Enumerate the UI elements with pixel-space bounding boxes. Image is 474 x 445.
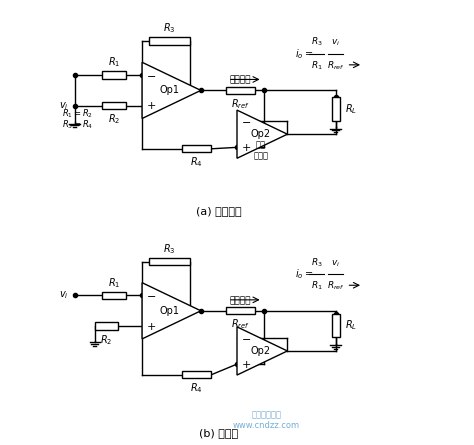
Text: $R_{ref}$: $R_{ref}$ [327,280,345,292]
Text: $R_2$: $R_2$ [100,333,113,347]
Bar [95,323,118,330]
Text: $+$: $+$ [241,359,251,370]
Text: (a) 非反转型: (a) 非反转型 [196,206,242,216]
Text: 基准电阻: 基准电阻 [230,76,251,85]
Text: $R_3$: $R_3$ [311,256,322,269]
Text: (b) 反转型: (b) 反转型 [199,428,238,438]
Text: $-$: $-$ [146,291,156,300]
Text: $+$: $+$ [241,142,251,153]
Text: $+$: $+$ [146,321,156,332]
Text: $R_3$: $R_3$ [163,21,176,35]
Text: $v_i$: $v_i$ [59,100,69,112]
Text: www.cndzz.com: www.cndzz.com [233,421,300,430]
Bar [182,145,211,153]
Text: 电压
跟随器: 电压 跟随器 [253,141,268,160]
Text: $R_{ref}$: $R_{ref}$ [231,97,250,111]
Bar [226,87,255,94]
Text: $R_4$: $R_4$ [191,381,203,395]
Text: $R_1$: $R_1$ [310,59,322,72]
Bar [102,292,126,299]
Polygon shape [142,62,201,118]
Text: $R_1$: $R_1$ [108,276,120,290]
Text: $R_1$: $R_1$ [310,280,322,292]
Text: Op1: Op1 [159,306,180,316]
Text: $R_3=R_4$: $R_3=R_4$ [62,118,93,131]
Text: $R_L$: $R_L$ [345,319,357,332]
Text: Op2: Op2 [251,129,271,139]
Text: $v_i$: $v_i$ [331,38,340,49]
Text: $R_3$: $R_3$ [163,242,176,256]
Text: $R_{ref}$: $R_{ref}$ [327,59,345,72]
Polygon shape [237,110,287,158]
Text: $R_{ref}$: $R_{ref}$ [231,317,250,331]
Text: Op2: Op2 [251,346,271,356]
Text: 电子电路图站: 电子电路图站 [251,410,281,419]
Text: $v_i$: $v_i$ [59,290,69,301]
Text: $-$: $-$ [241,333,251,343]
Text: Op1: Op1 [159,85,180,95]
Bar [149,258,190,265]
Bar [102,102,126,109]
Bar [226,307,255,315]
Text: $i_o=$: $i_o=$ [295,47,314,61]
Bar [331,314,339,337]
Text: $R_2$: $R_2$ [108,112,120,126]
Text: $R_4$: $R_4$ [191,155,203,169]
Bar [149,37,190,45]
Text: $R_1=R_2$: $R_1=R_2$ [62,108,93,120]
Bar [102,71,126,79]
Text: $i_o=$: $i_o=$ [295,267,314,281]
Bar [331,97,339,121]
Polygon shape [142,283,201,339]
Polygon shape [237,327,287,375]
Bar [182,371,211,378]
Text: $+$: $+$ [146,100,156,111]
Text: $R_L$: $R_L$ [345,102,357,116]
Text: $R_1$: $R_1$ [108,56,120,69]
Text: 基准电阻: 基准电阻 [230,296,251,305]
Text: $R_3$: $R_3$ [311,36,322,49]
Text: $-$: $-$ [241,116,251,126]
Text: $v_i$: $v_i$ [331,259,340,269]
Text: $-$: $-$ [146,70,156,80]
